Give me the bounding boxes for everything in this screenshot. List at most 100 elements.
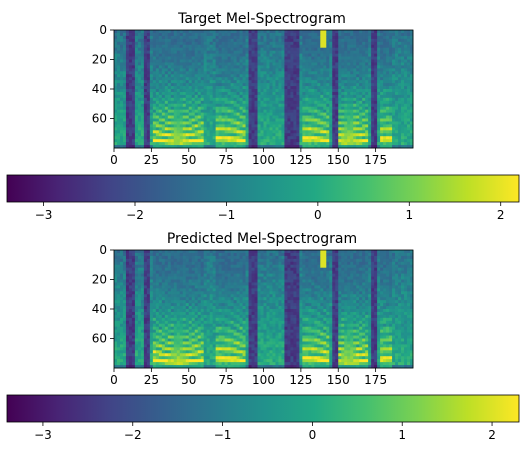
heatmap-cell	[362, 115, 366, 119]
heatmap-cell	[380, 106, 384, 111]
heatmap-cell	[206, 74, 211, 78]
heatmap-cell	[158, 118, 163, 122]
heatmap-cell	[347, 127, 351, 131]
heatmap-cell	[302, 59, 306, 63]
heatmap-cell	[128, 94, 133, 99]
heatmap-cell	[305, 44, 309, 49]
heatmap-cell	[389, 124, 393, 128]
heatmap-cell	[350, 32, 354, 37]
heatmap-cell	[254, 106, 258, 111]
heatmap-cell	[194, 106, 199, 111]
heatmap-cell	[311, 38, 315, 43]
heatmap-cell	[227, 121, 232, 125]
heatmap-cell	[302, 112, 306, 116]
heatmap-cell	[179, 365, 184, 369]
heatmap-cell	[338, 44, 342, 49]
heatmap-cell	[161, 326, 166, 331]
heatmap-cell	[371, 127, 375, 131]
heatmap-cell	[167, 314, 172, 319]
heatmap-cell	[320, 130, 324, 134]
heatmap-cell	[161, 83, 166, 87]
heatmap-cell	[326, 68, 330, 72]
heatmap-cell	[305, 139, 309, 143]
heatmap-cell	[353, 118, 357, 122]
heatmap-cell	[182, 341, 187, 345]
heatmap-cell	[167, 62, 172, 66]
heatmap-cell	[257, 94, 261, 99]
heatmap-cell	[224, 136, 229, 140]
heatmap-cell	[260, 53, 264, 57]
heatmap-cell	[122, 267, 127, 272]
heatmap-cell	[114, 56, 118, 60]
heatmap-cell	[245, 41, 249, 46]
heatmap-cell	[114, 282, 118, 286]
heatmap-cell	[344, 89, 348, 93]
heatmap-cell	[128, 300, 133, 304]
heatmap-cell	[278, 44, 282, 49]
heatmap-cell	[161, 338, 166, 342]
heatmap-cell	[335, 77, 339, 81]
heatmap-cell	[287, 47, 291, 52]
heatmap-cell	[116, 124, 121, 128]
heatmap-cell	[122, 109, 127, 113]
heatmap-cell	[152, 356, 157, 360]
heatmap-cell	[173, 320, 178, 325]
heatmap-cell	[137, 62, 142, 66]
heatmap-cell	[326, 97, 330, 102]
heatmap-cell	[320, 97, 324, 102]
heatmap-cell	[116, 139, 121, 143]
heatmap-cell	[407, 32, 411, 37]
heatmap-cell	[410, 68, 414, 72]
heatmap-cell	[284, 65, 288, 69]
heatmap-cell	[185, 71, 190, 75]
heatmap-cell	[161, 258, 166, 263]
heatmap-cell	[209, 127, 214, 131]
heatmap-cell	[161, 353, 166, 357]
heatmap-cell	[146, 115, 151, 119]
heatmap-cell	[257, 121, 261, 125]
heatmap-cell	[137, 71, 142, 75]
heatmap-cell	[146, 53, 151, 57]
heatmap-cell	[125, 121, 130, 125]
heatmap-cell	[215, 109, 220, 113]
heatmap-cell	[353, 94, 357, 99]
heatmap-cell	[236, 35, 240, 40]
heatmap-cell	[299, 32, 303, 37]
heatmap-cell	[143, 356, 148, 360]
heatmap-cell	[116, 341, 121, 345]
heatmap-cell	[164, 332, 169, 336]
heatmap-cell	[158, 258, 163, 263]
heatmap-cell	[401, 65, 405, 69]
heatmap-cell	[134, 261, 139, 266]
heatmap-cell	[167, 311, 172, 316]
heatmap-cell	[287, 130, 291, 134]
heatmap-cell	[182, 255, 187, 260]
heatmap-cell	[114, 100, 118, 105]
heatmap-cell	[161, 100, 166, 105]
heatmap-cell	[317, 86, 321, 90]
heatmap-cell	[179, 326, 184, 331]
heatmap-cell	[236, 56, 240, 60]
heatmap-cell	[404, 56, 408, 60]
heatmap-cell	[188, 77, 193, 81]
heatmap-cell	[179, 121, 184, 125]
heatmap-cell	[134, 127, 139, 131]
target-colorbar-gradient	[6, 174, 520, 203]
heatmap-cell	[401, 142, 405, 146]
heatmap-cell	[200, 68, 205, 72]
heatmap-cell	[122, 273, 127, 277]
heatmap-cell	[119, 68, 124, 72]
heatmap-cell	[374, 139, 378, 143]
heatmap-cell	[245, 109, 249, 113]
heatmap-cell	[221, 121, 226, 125]
heatmap-cell	[353, 38, 357, 43]
heatmap-cell	[260, 74, 264, 78]
heatmap-cell	[218, 139, 223, 143]
heatmap-cell	[335, 145, 339, 149]
heatmap-cell	[248, 124, 252, 128]
heatmap-cell	[266, 124, 270, 128]
heatmap-cell	[266, 130, 270, 134]
heatmap-cell	[197, 80, 202, 84]
heatmap-cell	[278, 133, 282, 137]
heatmap-cell	[140, 285, 145, 289]
